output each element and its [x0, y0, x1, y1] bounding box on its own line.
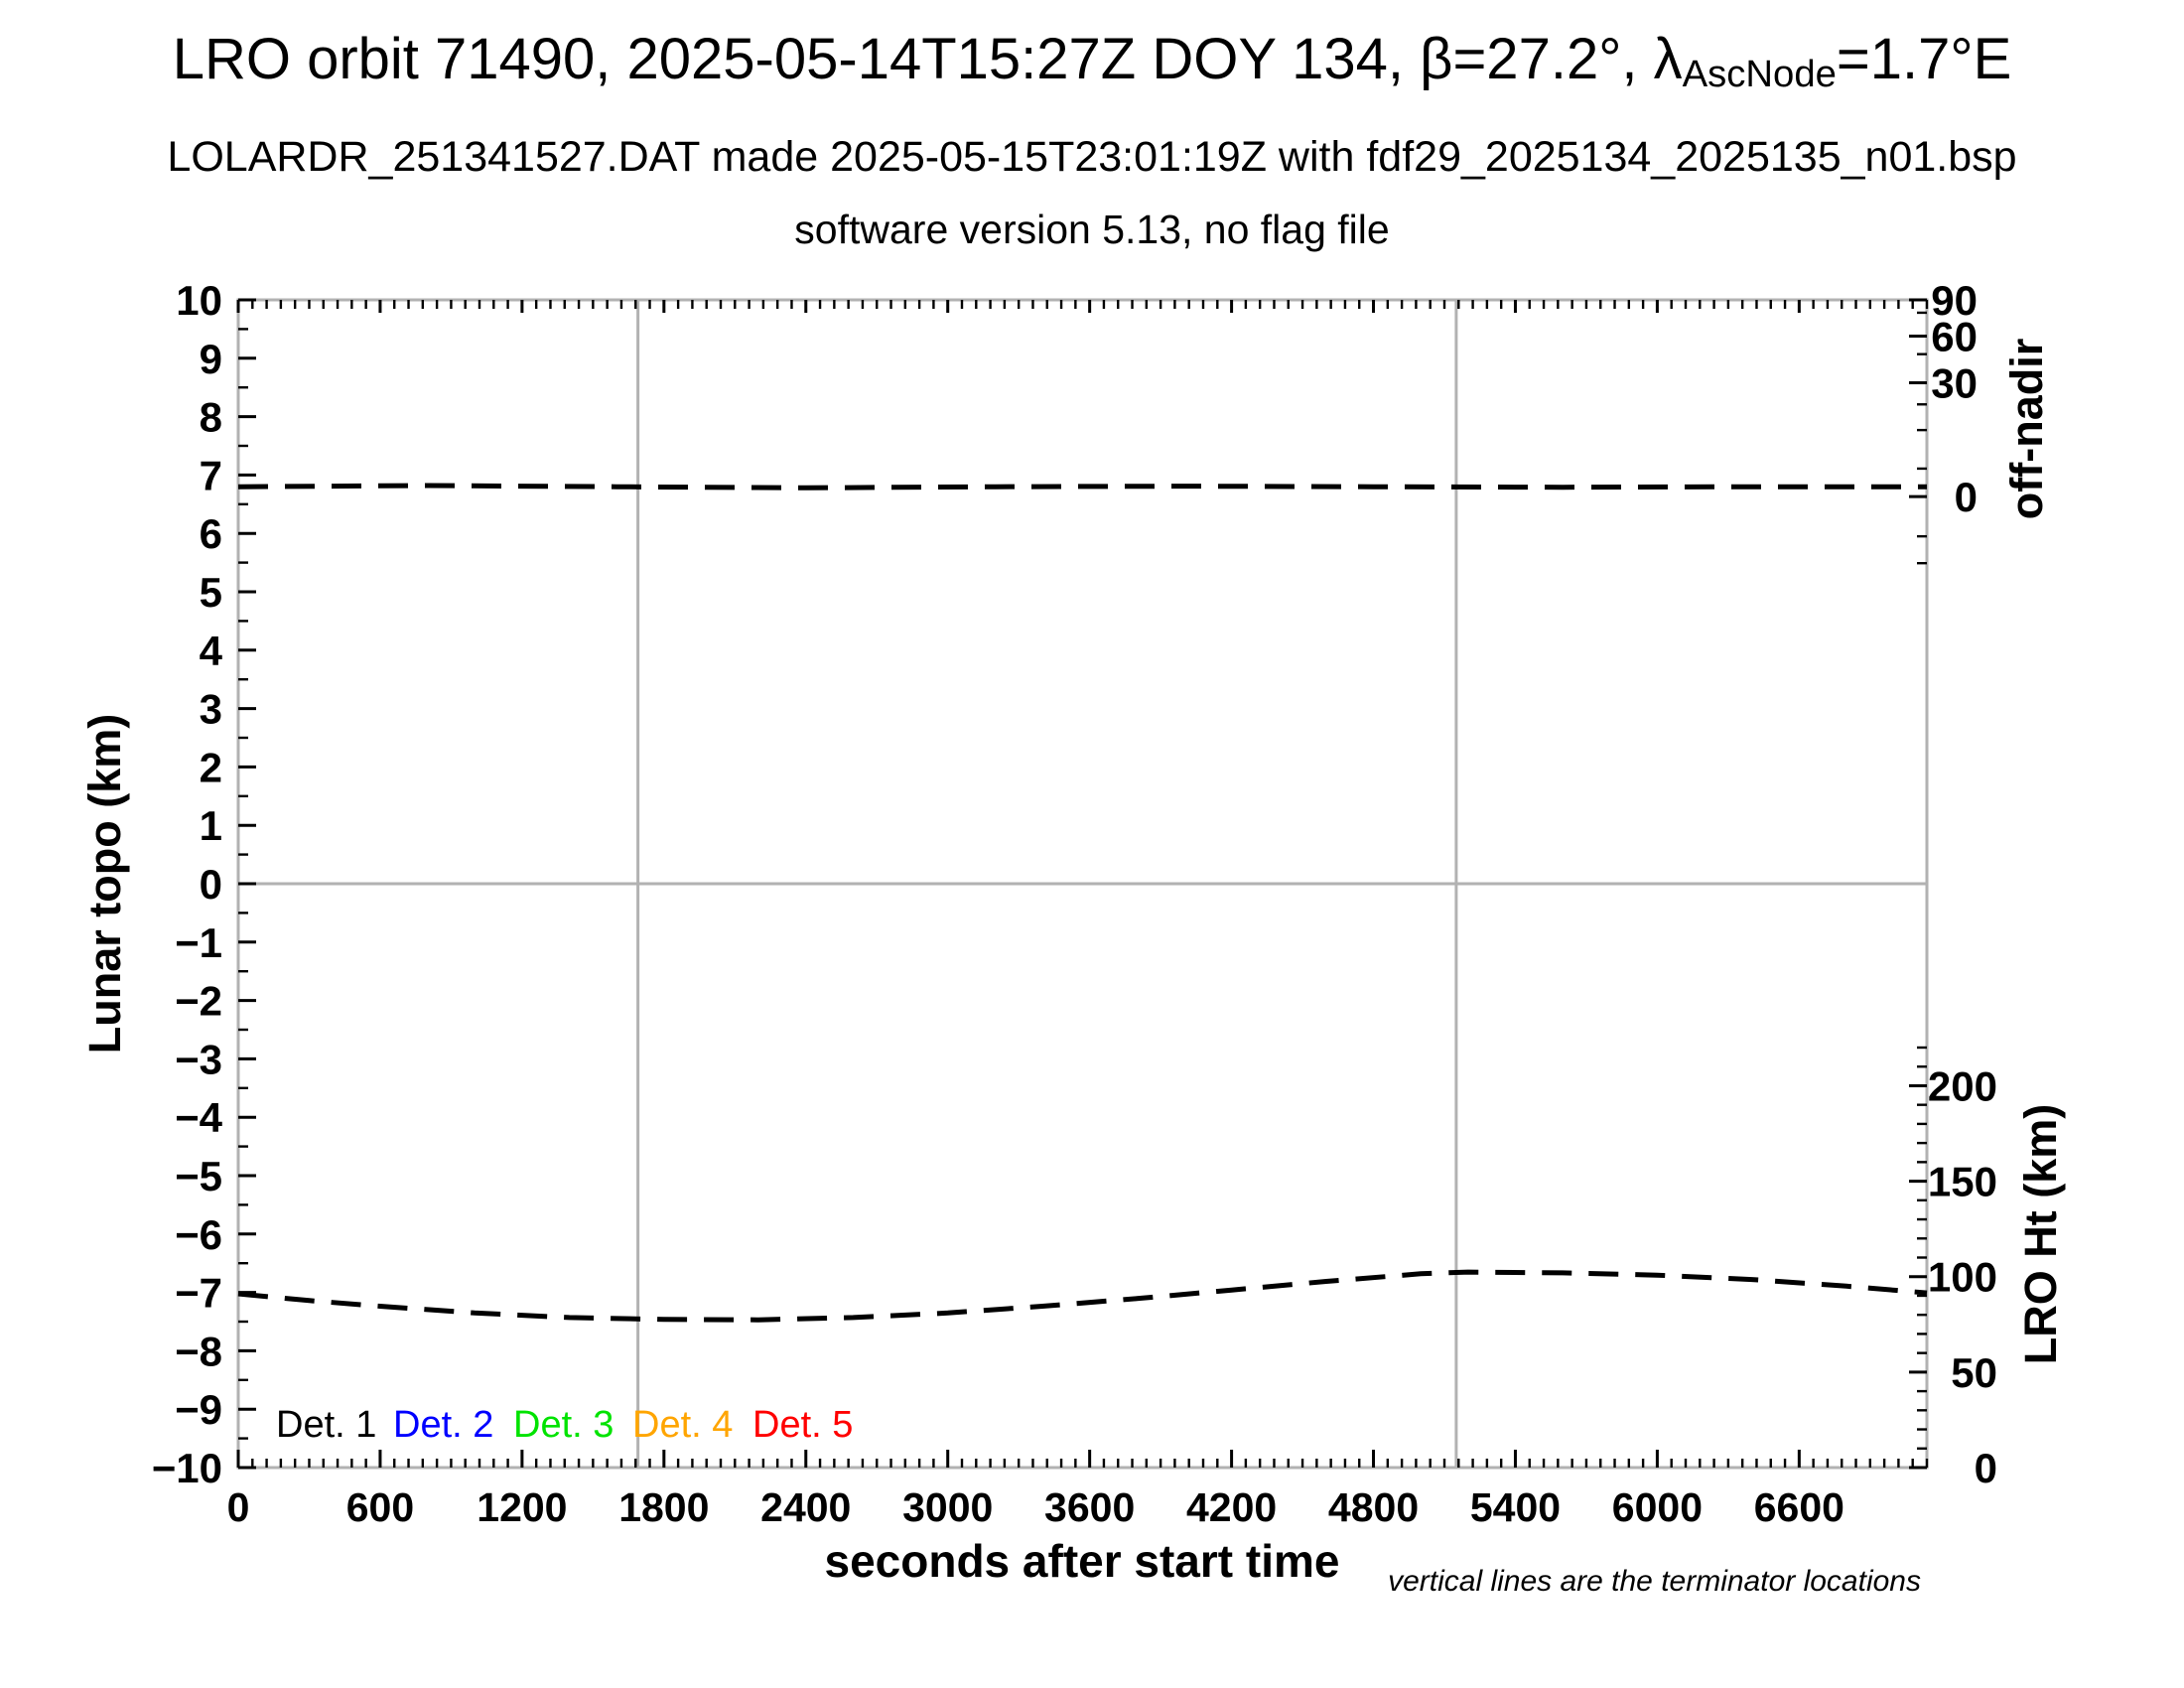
x-tick-label: 5400	[1470, 1484, 1561, 1530]
y-left-tick-label: 4	[200, 628, 223, 674]
y-left-tick-label: 0	[200, 861, 222, 908]
off-nadir-series-line	[237, 483, 1927, 491]
lro-ht-tick-label: 50	[1951, 1349, 1997, 1396]
x-tick-label: 600	[346, 1484, 414, 1530]
y-left-tick-label: −3	[175, 1036, 222, 1082]
y-left-tick-label: 6	[200, 510, 222, 557]
y-left-tick-label: −7	[175, 1270, 222, 1317]
x-tick-label: 3000	[902, 1484, 993, 1530]
lro-ht-tick-label: 150	[1928, 1159, 1997, 1205]
off-nadir-tick-label: 0	[1955, 474, 1978, 520]
y-axis-label-left: Lunar topo (km)	[79, 713, 130, 1055]
x-tick-label: 6000	[1612, 1484, 1703, 1530]
y-left-tick-label: 9	[200, 336, 222, 382]
subtitle-file-line: LOLARDR_251341527.DAT made 2025-05-15T23…	[167, 133, 2017, 181]
terminator-footnote: vertical lines are the terminator locati…	[1388, 1565, 1921, 1598]
off-nadir-tick-label: 90	[1931, 277, 1978, 324]
y-left-tick-label: −8	[175, 1328, 222, 1374]
x-axis-label: seconds after start time	[824, 1535, 1340, 1587]
x-tick-label: 2400	[760, 1484, 851, 1530]
x-tick-label: 0	[227, 1484, 250, 1530]
y-left-tick-label: 7	[200, 452, 222, 498]
legend-item-2: Det. 2	[393, 1404, 493, 1446]
x-tick-label: 4800	[1328, 1484, 1419, 1530]
title-main: LRO orbit 71490, 2025-05-14T15:27Z DOY 1…	[172, 27, 1683, 91]
title-suffix: =1.7°E	[1836, 27, 2012, 91]
lro-ht-tick-label: 200	[1928, 1062, 1997, 1109]
x-tick-label: 4200	[1186, 1484, 1277, 1530]
y-left-tick-label: −5	[175, 1153, 222, 1199]
lro-ht-tick-label: 0	[1975, 1445, 1997, 1491]
x-tick-label: 6600	[1754, 1484, 1844, 1530]
y-left-tick-label: 8	[200, 394, 222, 441]
y-axis-label-off-nadir: off-nadir	[2001, 338, 2052, 520]
y-left-tick-label: −1	[175, 919, 222, 966]
subtitle-version-line: software version 5.13, no flag file	[794, 207, 1390, 252]
off-nadir-tick-label: 60	[1931, 313, 1978, 359]
y-left-tick-label: 2	[200, 744, 222, 790]
legend-item-5: Det. 5	[752, 1404, 853, 1446]
legend-item-3: Det. 3	[513, 1404, 614, 1446]
lro-height-series-line	[237, 1269, 1928, 1323]
off-nadir-tick-label: 30	[1931, 359, 1978, 406]
legend-item-1: Det. 1	[276, 1404, 376, 1446]
y-left-tick-label: −4	[175, 1094, 223, 1141]
y-left-tick-label: −9	[175, 1386, 222, 1433]
lro-ht-tick-label: 100	[1928, 1254, 1997, 1301]
legend-item-4: Det. 4	[632, 1404, 733, 1446]
x-tick-label: 3600	[1044, 1484, 1135, 1530]
y-left-tick-label: −10	[152, 1445, 222, 1491]
y-axis-label-lro-height: LRO Ht (km)	[2015, 1103, 2066, 1365]
y-left-tick-label: 5	[200, 569, 222, 616]
x-tick-label: 1200	[477, 1484, 567, 1530]
y-left-tick-label: 3	[200, 686, 222, 733]
y-left-tick-label: −6	[175, 1211, 222, 1258]
y-left-tick-label: 1	[200, 802, 222, 849]
x-tick-label: 1800	[618, 1484, 709, 1530]
title-subscript: AscNode	[1682, 53, 1837, 96]
y-left-tick-label: −2	[175, 978, 222, 1025]
y-left-tick-label: 10	[176, 277, 222, 324]
page-title: LRO orbit 71490, 2025-05-14T15:27Z DOY 1…	[0, 26, 2184, 96]
